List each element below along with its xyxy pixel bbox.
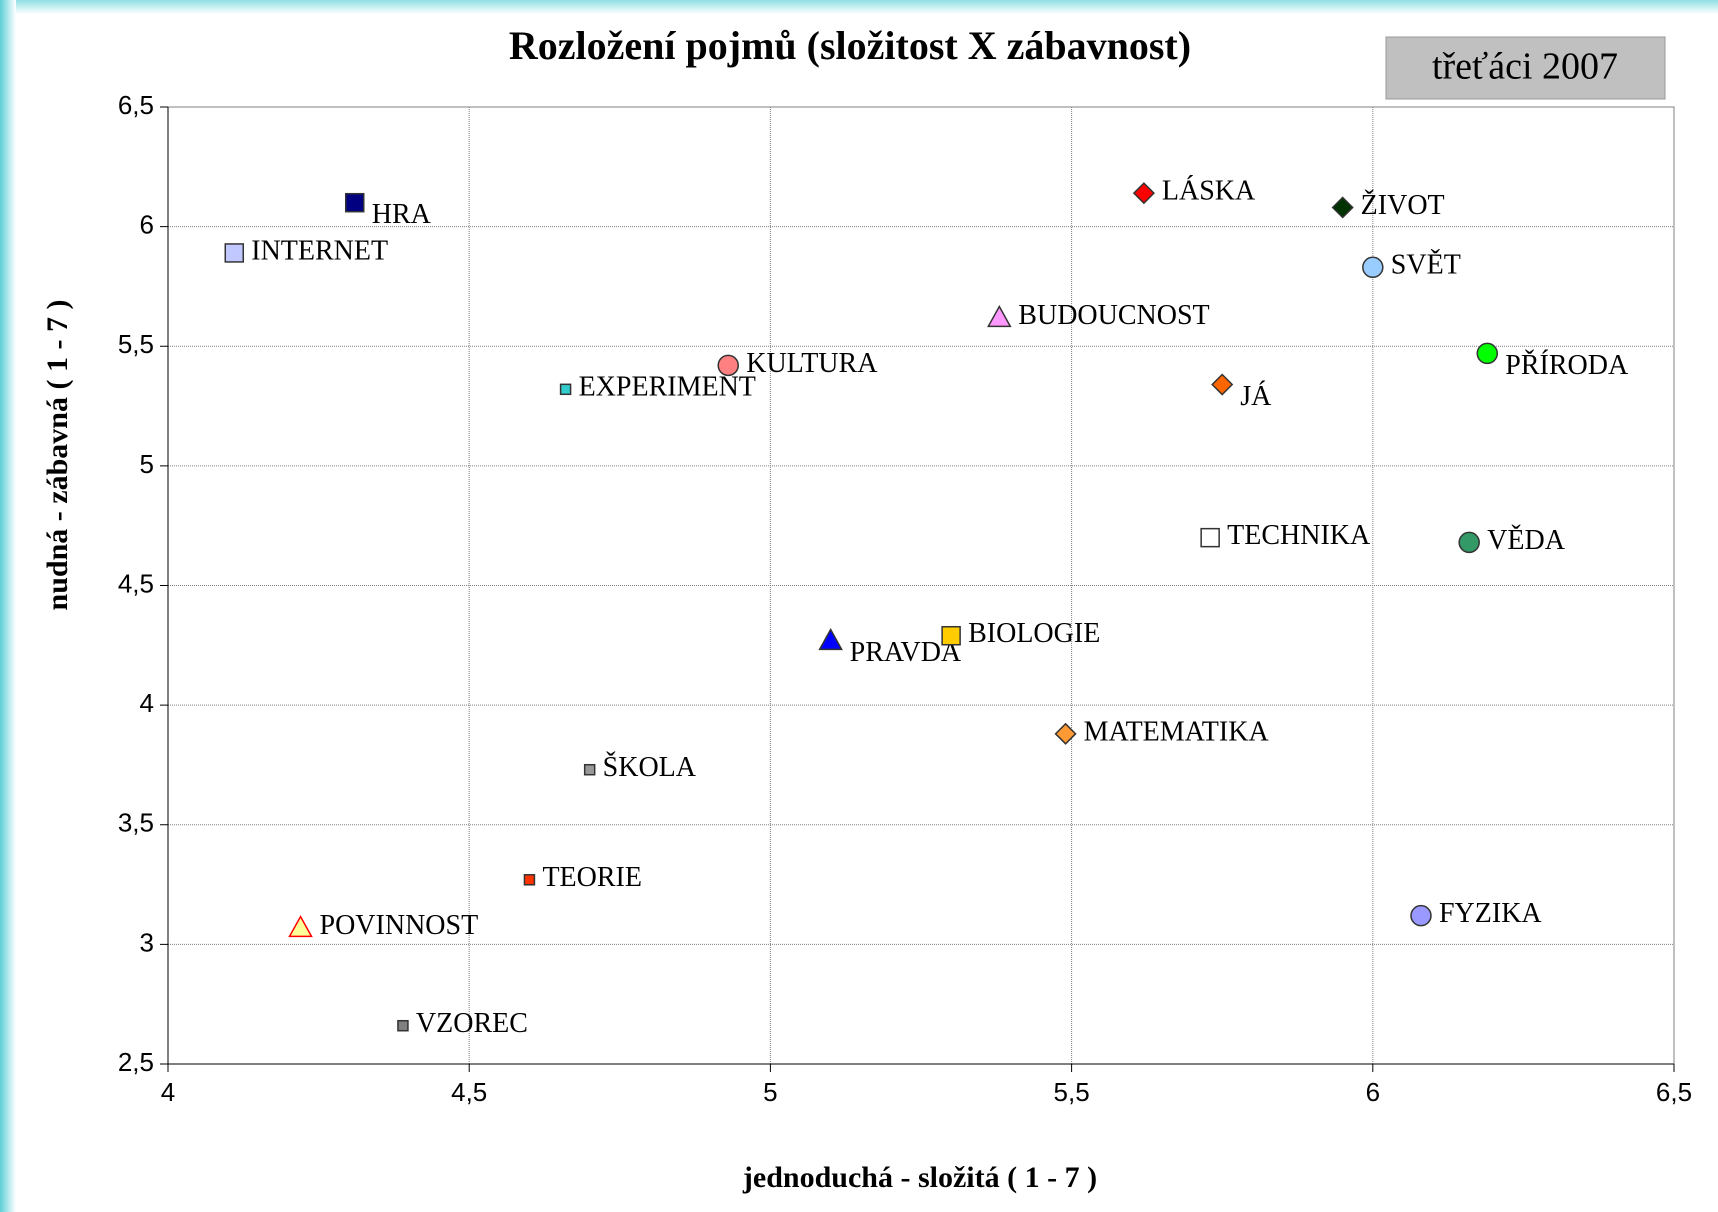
marker: [583, 763, 596, 776]
point-label: VĚDA: [1487, 525, 1566, 556]
y-tick-label: 5,5: [118, 329, 154, 359]
point-label: KULTURA: [746, 348, 878, 379]
marker: [1476, 342, 1499, 365]
marker: [987, 304, 1012, 328]
marker: [717, 354, 739, 377]
x-tick-label: 6,5: [1656, 1077, 1692, 1107]
y-tick-label: 6,5: [118, 90, 154, 120]
top-border: [0, 0, 1718, 14]
y-tick-label: 3: [140, 927, 154, 957]
point-label: TEORIE: [542, 862, 642, 893]
x-tick-label: 6: [1366, 1077, 1380, 1107]
point-label: HRA: [372, 199, 432, 230]
point-label: INTERNET: [251, 235, 388, 266]
marker: [1331, 196, 1354, 219]
left-border: [0, 0, 16, 1212]
point-label: MATEMATIKA: [1084, 716, 1270, 747]
marker: [1132, 182, 1155, 205]
marker: [288, 915, 313, 938]
badge-box: [1385, 36, 1666, 100]
marker: [1054, 722, 1077, 745]
marker: [818, 627, 843, 651]
y-tick-label: 5: [140, 449, 154, 479]
point-label: JÁ: [1240, 381, 1272, 412]
point-label: TECHNIKA: [1227, 520, 1371, 551]
x-tick-label: 4: [161, 1077, 175, 1107]
marker: [1458, 531, 1480, 554]
y-axis-label: nudná - zábavná ( 1 - 7 ): [41, 300, 74, 611]
point-label: PŘÍRODA: [1505, 350, 1629, 381]
point-label: ŽIVOT: [1361, 190, 1445, 221]
marker: [1211, 373, 1234, 396]
x-tick-label: 4,5: [451, 1077, 487, 1107]
point-label: VZOREC: [416, 1008, 528, 1039]
y-tick-label: 4: [140, 688, 154, 718]
badge: třeťáci 2007: [1432, 46, 1618, 88]
marker: [523, 874, 536, 886]
chart-title: Rozložení pojmů (složitost X zábavnost): [509, 23, 1191, 68]
marker: [1362, 256, 1384, 279]
point-label: SVĚT: [1391, 250, 1461, 281]
y-tick-label: 3,5: [118, 808, 154, 838]
point-label: BIOLOGIE: [968, 618, 1100, 649]
marker: [344, 192, 365, 213]
point-label: FYZIKA: [1439, 898, 1542, 929]
point-label: LÁSKA: [1162, 176, 1256, 207]
point-label: EXPERIMENT: [579, 372, 756, 403]
marker: [1200, 527, 1220, 548]
marker: [1410, 904, 1432, 927]
marker: [559, 383, 572, 396]
x-tick-label: 5: [763, 1077, 777, 1107]
x-axis-label: jednoduchá - složitá ( 1 - 7 ): [742, 1161, 1097, 1194]
x-tick-label: 5,5: [1054, 1077, 1090, 1107]
marker: [224, 243, 245, 263]
point-label: POVINNOST: [320, 910, 479, 941]
y-tick-label: 6: [140, 210, 154, 240]
point-label: BUDOUCNOST: [1018, 300, 1209, 331]
marker: [941, 625, 961, 646]
y-tick-label: 2,5: [118, 1047, 154, 1077]
point-label: ŠKOLA: [603, 752, 697, 783]
marker: [397, 1019, 409, 1032]
y-tick-label: 4,5: [118, 568, 154, 598]
